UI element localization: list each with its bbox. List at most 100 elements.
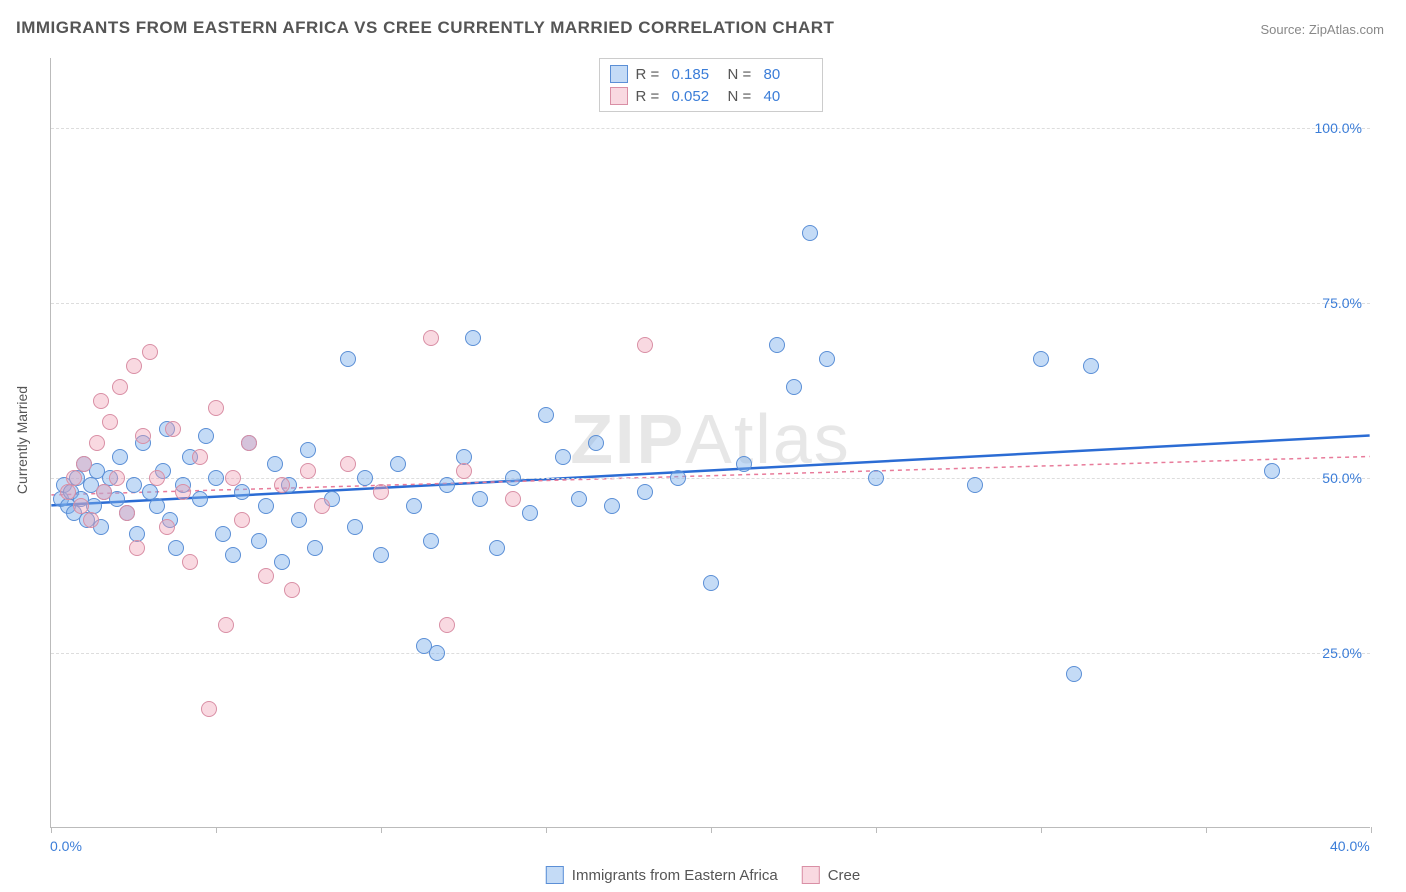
legend-top-row: R =0.185N =80 xyxy=(610,63,812,85)
scatter-point xyxy=(347,519,363,535)
scatter-point xyxy=(786,379,802,395)
scatter-point xyxy=(208,400,224,416)
scatter-point xyxy=(604,498,620,514)
scatter-point xyxy=(66,470,82,486)
scatter-point xyxy=(225,547,241,563)
scatter-point xyxy=(112,379,128,395)
scatter-point xyxy=(472,491,488,507)
scatter-point xyxy=(1083,358,1099,374)
scatter-point xyxy=(439,617,455,633)
scatter-point xyxy=(555,449,571,465)
scatter-point xyxy=(241,435,257,451)
scatter-point xyxy=(489,540,505,556)
x-tick xyxy=(546,827,547,833)
scatter-point xyxy=(670,470,686,486)
scatter-point xyxy=(89,435,105,451)
scatter-point xyxy=(538,407,554,423)
x-tick xyxy=(711,827,712,833)
scatter-point xyxy=(456,463,472,479)
x-tick xyxy=(1041,827,1042,833)
legend-bottom-item: Cree xyxy=(802,866,861,884)
scatter-point xyxy=(373,547,389,563)
scatter-point xyxy=(571,491,587,507)
scatter-point xyxy=(390,456,406,472)
scatter-point xyxy=(234,484,250,500)
scatter-point xyxy=(1033,351,1049,367)
scatter-point xyxy=(135,428,151,444)
scatter-point xyxy=(300,463,316,479)
scatter-point xyxy=(192,449,208,465)
scatter-point xyxy=(1264,463,1280,479)
scatter-point xyxy=(109,470,125,486)
scatter-point xyxy=(215,526,231,542)
scatter-point xyxy=(198,428,214,444)
x-tick xyxy=(1371,827,1372,833)
scatter-point xyxy=(76,456,92,472)
scatter-point xyxy=(588,435,604,451)
scatter-point xyxy=(819,351,835,367)
gridline-h xyxy=(51,653,1370,654)
legend-stat-value: 0.052 xyxy=(672,88,720,105)
scatter-point xyxy=(258,498,274,514)
legend-stat-value: 0.185 xyxy=(672,66,720,83)
scatter-point xyxy=(637,484,653,500)
scatter-point xyxy=(505,491,521,507)
scatter-point xyxy=(208,470,224,486)
scatter-point xyxy=(159,519,175,535)
scatter-point xyxy=(201,701,217,717)
y-tick-label: 25.0% xyxy=(1322,645,1362,661)
scatter-point xyxy=(1066,666,1082,682)
scatter-point xyxy=(340,456,356,472)
scatter-point xyxy=(112,449,128,465)
watermark: ZIPAtlas xyxy=(570,399,851,479)
y-tick-label: 75.0% xyxy=(1322,295,1362,311)
scatter-point xyxy=(129,540,145,556)
scatter-point xyxy=(251,533,267,549)
scatter-point xyxy=(637,337,653,353)
legend-bottom: Immigrants from Eastern Africa Cree xyxy=(546,866,860,884)
scatter-point xyxy=(284,582,300,598)
scatter-point xyxy=(274,554,290,570)
scatter-point xyxy=(225,470,241,486)
legend-stat-label: R = xyxy=(636,88,664,105)
x-tick xyxy=(1206,827,1207,833)
scatter-point xyxy=(258,568,274,584)
scatter-point xyxy=(165,421,181,437)
scatter-point xyxy=(142,344,158,360)
legend-stat-label: N = xyxy=(728,66,756,83)
y-tick-label: 50.0% xyxy=(1322,470,1362,486)
scatter-point xyxy=(340,351,356,367)
legend-top: R =0.185N =80R =0.052N =40 xyxy=(599,58,823,112)
scatter-point xyxy=(505,470,521,486)
legend-series-label: Immigrants from Eastern Africa xyxy=(572,867,778,884)
chart-source: Source: ZipAtlas.com xyxy=(1260,22,1384,37)
scatter-point xyxy=(307,540,323,556)
gridline-h xyxy=(51,478,1370,479)
scatter-point xyxy=(703,575,719,591)
scatter-point xyxy=(439,477,455,493)
chart-title: IMMIGRANTS FROM EASTERN AFRICA VS CREE C… xyxy=(16,18,834,38)
scatter-point xyxy=(465,330,481,346)
scatter-point xyxy=(423,330,439,346)
x-tick xyxy=(51,827,52,833)
scatter-point xyxy=(802,225,818,241)
scatter-point xyxy=(60,484,76,500)
legend-stat-label: N = xyxy=(728,88,756,105)
legend-stat-value: 40 xyxy=(764,88,812,105)
scatter-point xyxy=(96,484,112,500)
scatter-point xyxy=(314,498,330,514)
x-tick xyxy=(876,827,877,833)
scatter-point xyxy=(357,470,373,486)
x-tick-label: 40.0% xyxy=(1330,838,1370,854)
scatter-point xyxy=(93,393,109,409)
scatter-point xyxy=(234,512,250,528)
scatter-point xyxy=(182,554,198,570)
scatter-point xyxy=(218,617,234,633)
x-tick xyxy=(216,827,217,833)
plot-area: R =0.185N =80R =0.052N =40 ZIPAtlas 25.0… xyxy=(50,58,1370,828)
legend-swatch xyxy=(546,866,564,884)
scatter-point xyxy=(149,470,165,486)
legend-bottom-item: Immigrants from Eastern Africa xyxy=(546,866,778,884)
scatter-point xyxy=(83,512,99,528)
scatter-point xyxy=(102,414,118,430)
